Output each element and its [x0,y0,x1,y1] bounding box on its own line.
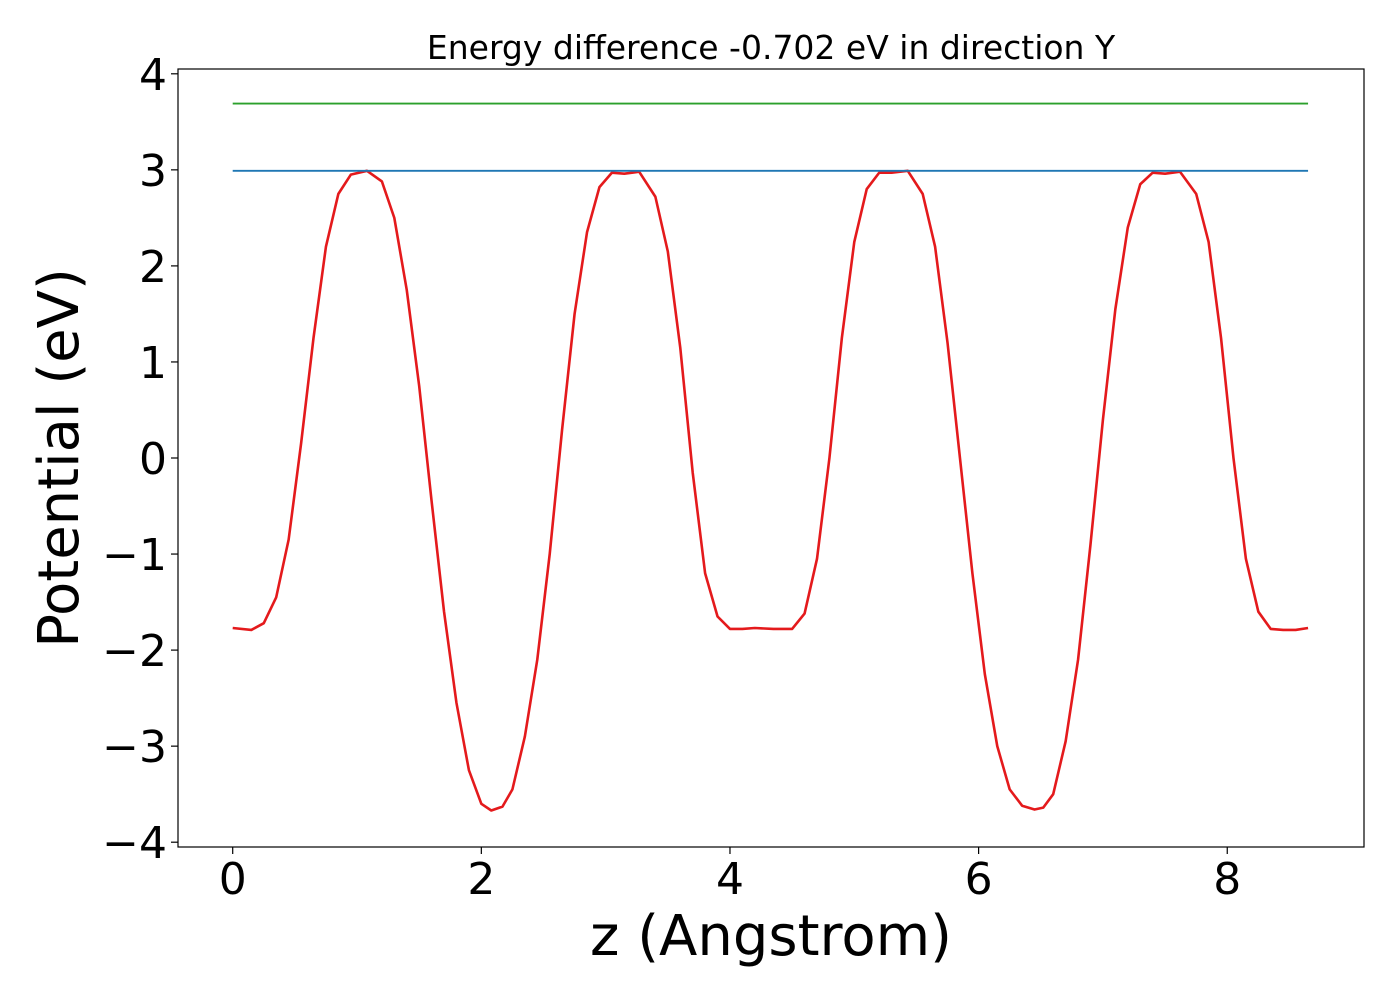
x-axis-ticks: 0 2 4 6 8 [219,847,1241,905]
x-tick-label: 4 [716,854,744,905]
x-tick-label: 8 [1213,854,1241,905]
y-axis-ticks: 4 3 2 1 0 −1 −2 −3 −4 [102,50,178,869]
x-tick-label: 0 [219,854,247,905]
x-axis-label: z (Angstrom) [590,904,952,969]
y-axis-label: Potential (eV) [27,268,92,648]
y-tick-label: 2 [139,242,167,293]
y-tick-label: −4 [102,818,167,869]
x-tick-label: 6 [965,854,993,905]
y-tick-label: −1 [102,530,167,581]
chart-title: Energy difference -0.702 eV in direction… [427,28,1116,67]
y-tick-label: 3 [139,146,167,197]
series-line-1 [232,169,1309,812]
series-layer [232,102,1309,812]
y-tick-label: −2 [102,626,167,677]
x-tick-label: 2 [467,854,495,905]
y-tick-label: −3 [102,722,167,773]
y-tick-label: 1 [139,338,167,389]
y-tick-label: 0 [139,434,167,485]
y-tick-label: 4 [139,50,167,101]
